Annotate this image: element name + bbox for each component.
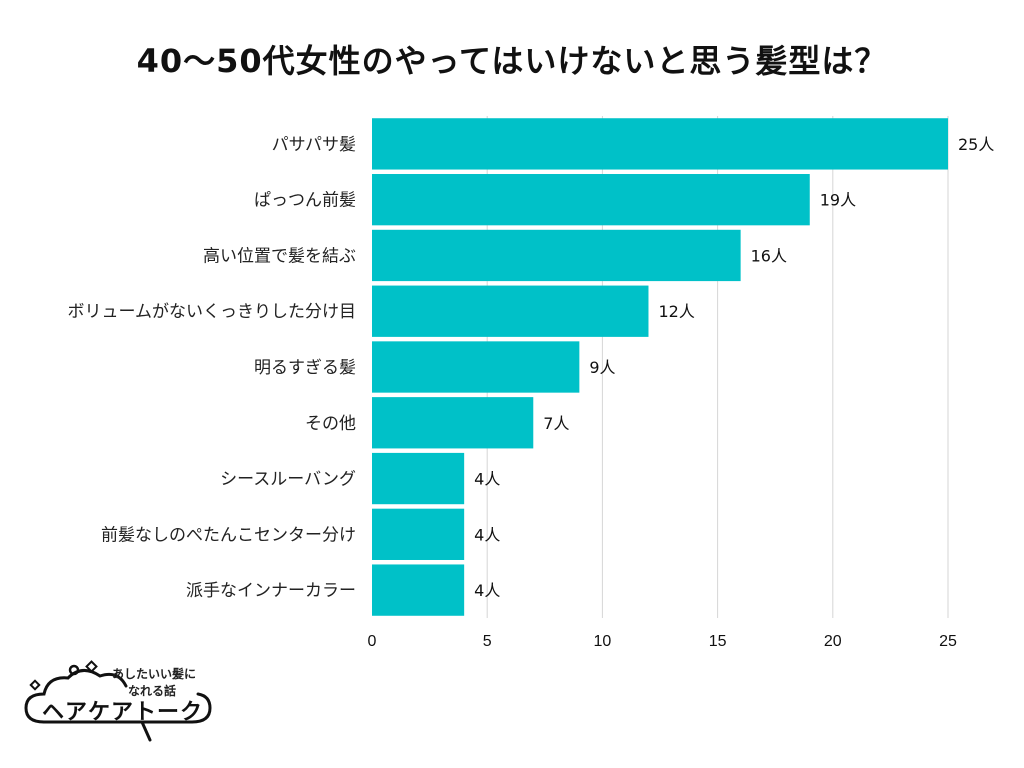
logo-name: ヘアケアトーク — [42, 700, 204, 725]
bar — [372, 397, 534, 449]
bar — [372, 118, 948, 170]
value-label: 4人 — [474, 470, 500, 489]
logo-tagline-2: なれる話 — [128, 684, 177, 698]
category-labels: パサパサ髪ぱっつん前髪高い位置で髪を結ぶボリュームがないくっきりした分け目明るす… — [68, 135, 357, 601]
value-label: 7人 — [543, 414, 569, 433]
bar — [372, 174, 810, 226]
logo-tagline: あしたいい髪に — [112, 667, 197, 681]
x-tick-label: 15 — [709, 633, 727, 650]
bar — [372, 452, 465, 505]
bar — [372, 508, 465, 560]
chart-title: 40〜50代女性のやってはいけないと思う髪型は？ — [136, 42, 888, 80]
x-tick-label: 5 — [483, 633, 492, 650]
brand-logo — [24, 660, 212, 742]
value-label: 12人 — [658, 302, 694, 321]
category-label: シースルーバング — [220, 470, 356, 490]
value-label: 9人 — [589, 358, 615, 377]
category-label: パサパサ髪 — [272, 135, 356, 155]
category-label: その他 — [305, 414, 356, 434]
bars — [372, 118, 948, 616]
category-label: ぱっつん前髪 — [254, 191, 356, 211]
x-tick-label: 20 — [824, 633, 842, 650]
x-tick-label: 0 — [368, 633, 377, 650]
x-tick-label: 25 — [939, 633, 957, 650]
bar — [372, 341, 580, 393]
value-labels: 25人 19人 16人 12人 9人 7人 4人 4人 4人 — [474, 135, 994, 600]
category-label: 前髪なしのぺたんこセンター分け — [101, 525, 356, 545]
category-label: ボリュームがないくっきりした分け目 — [68, 302, 357, 322]
category-label: 高い位置で髪を結ぶ — [203, 246, 356, 266]
value-label: 16人 — [751, 246, 787, 265]
category-label: 明るすぎる髪 — [254, 358, 356, 378]
bar-chart: パサパサ髪ぱっつん前髪高い位置で髪を結ぶボリュームがないくっきりした分け目明るす… — [68, 116, 994, 650]
bar — [372, 285, 649, 337]
x-axis-ticks: 0 5 10 15 20 25 — [368, 633, 957, 650]
x-tick-label: 10 — [594, 633, 612, 650]
bar — [372, 229, 741, 282]
category-label: 派手なインナーカラー — [186, 581, 356, 601]
value-label: 4人 — [474, 581, 500, 600]
value-label: 19人 — [820, 191, 856, 210]
bar — [372, 564, 465, 616]
value-label: 25人 — [958, 135, 994, 154]
value-label: 4人 — [474, 525, 500, 544]
